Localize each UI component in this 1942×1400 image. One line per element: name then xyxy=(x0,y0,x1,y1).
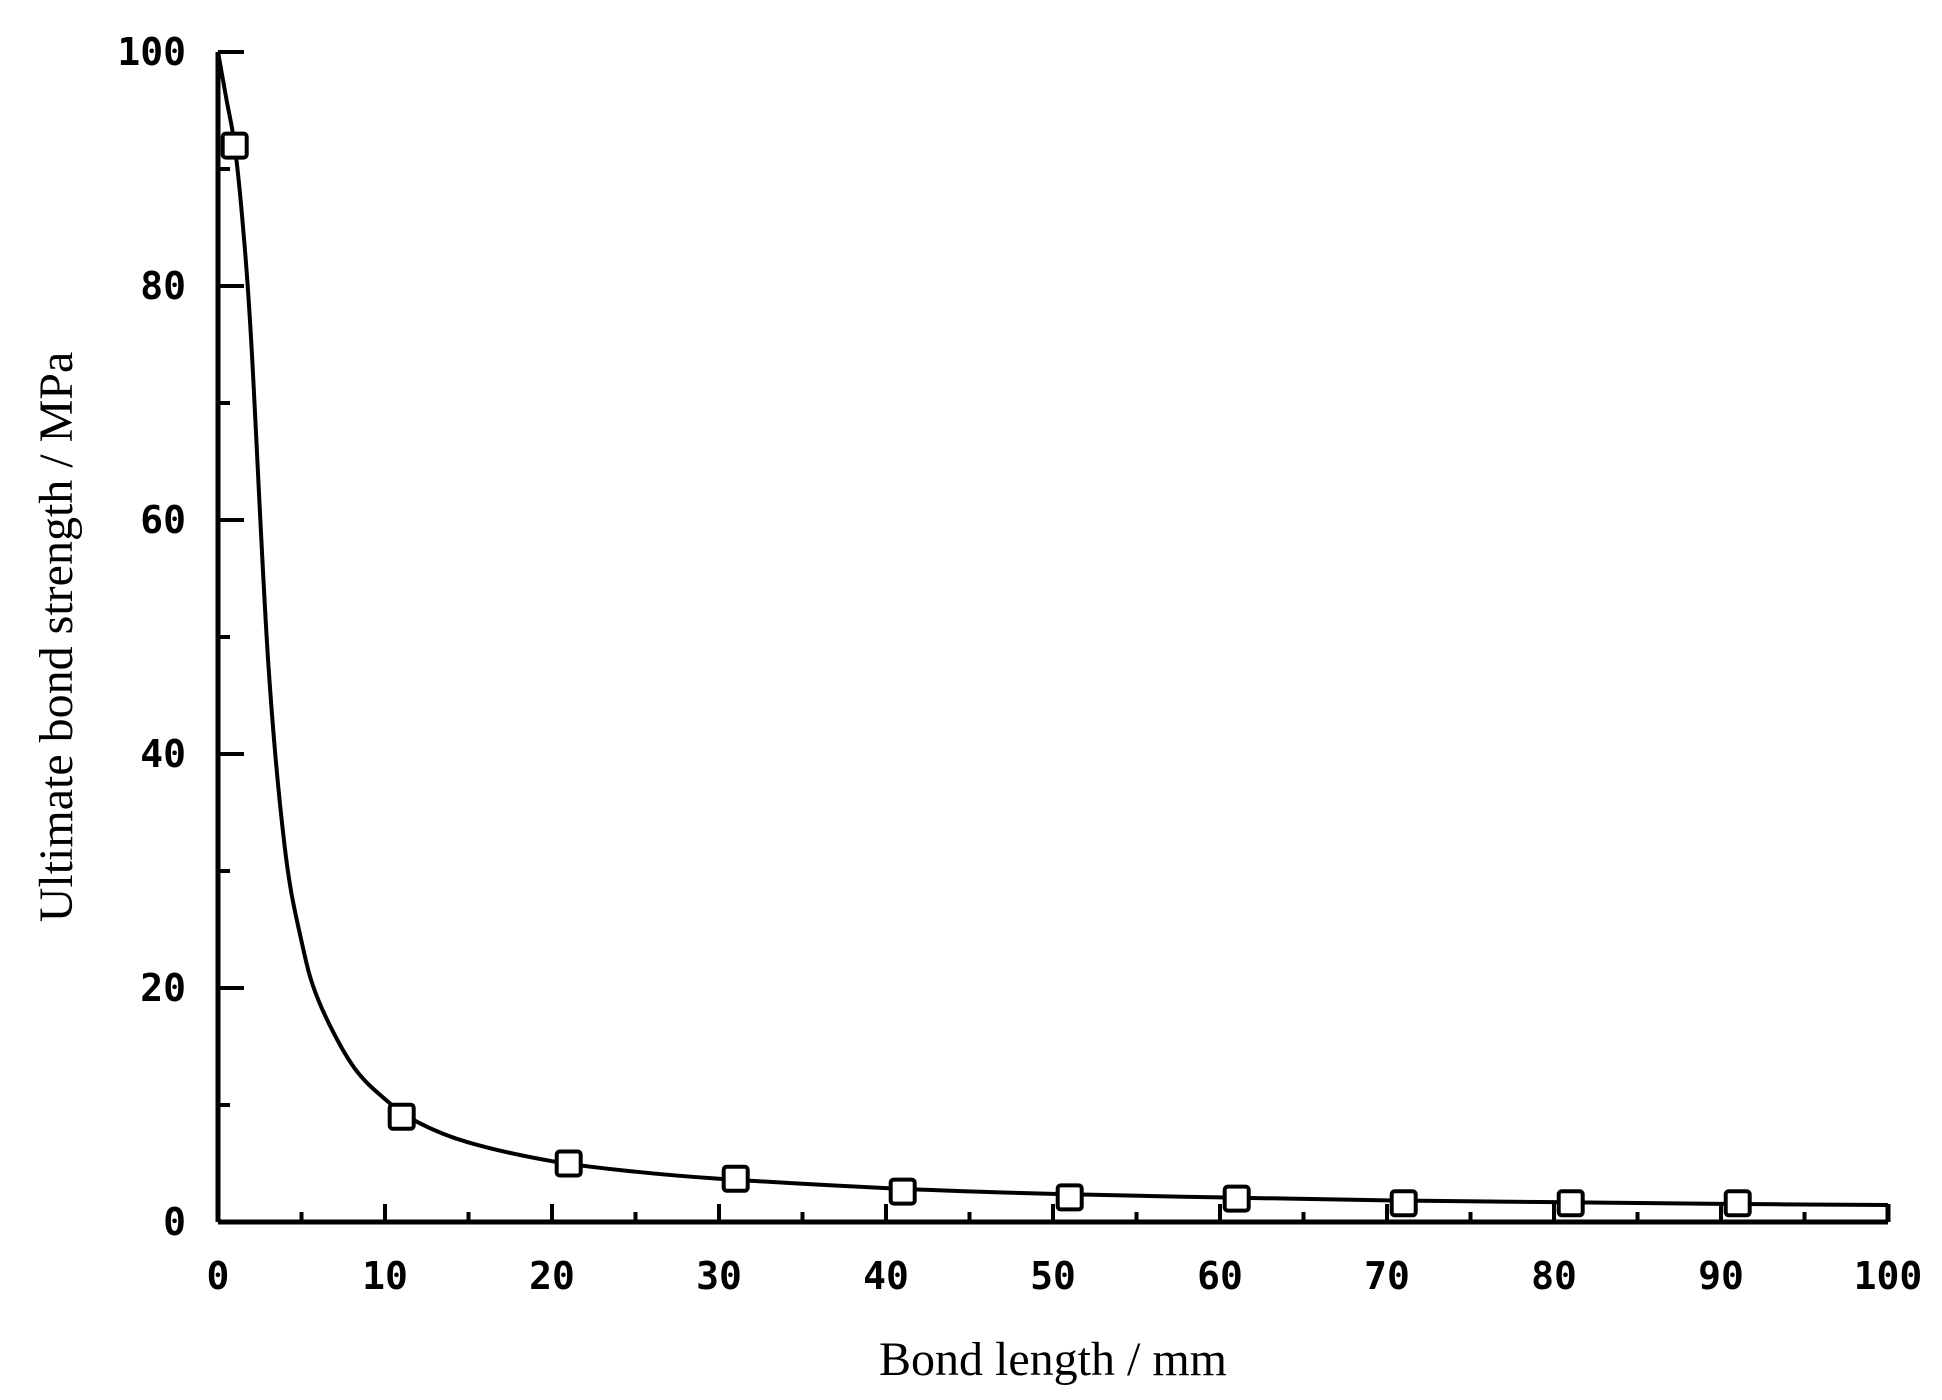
x-tick-label: 90 xyxy=(1698,1254,1744,1298)
data-point-marker xyxy=(721,1164,750,1193)
y-axis-title: Ultimate bond strength / MPa xyxy=(30,352,83,923)
x-tick-label: 70 xyxy=(1364,1254,1410,1298)
x-tick-label: 50 xyxy=(1030,1254,1076,1298)
data-point-marker xyxy=(220,131,249,160)
x-tick-label: 100 xyxy=(1854,1254,1923,1298)
data-point-marker xyxy=(387,1102,416,1131)
x-tick-label: 60 xyxy=(1197,1254,1243,1298)
data-point-marker xyxy=(888,1177,917,1206)
x-tick-label: 40 xyxy=(863,1254,909,1298)
x-tick-label: 80 xyxy=(1531,1254,1577,1298)
x-tick-label: 10 xyxy=(362,1254,408,1298)
y-tick-label: 60 xyxy=(140,498,186,542)
data-point-marker xyxy=(554,1149,583,1178)
fit-curve xyxy=(216,51,1889,1208)
x-tick-label: 20 xyxy=(529,1254,575,1298)
y-tick-label: 0 xyxy=(163,1200,186,1244)
x-tick-label: 0 xyxy=(207,1254,230,1298)
x-ticks: 0 10 20 30 40 50 60 70 80 90 100 xyxy=(207,1204,1923,1298)
data-point-marker xyxy=(1055,1183,1084,1212)
data-point-marker xyxy=(1723,1189,1752,1218)
y-tick-label: 40 xyxy=(140,732,186,776)
data-point-marker xyxy=(1222,1184,1251,1213)
y-tick-label: 100 xyxy=(117,30,186,74)
x-axis-title: Bond length / mm xyxy=(879,1333,1227,1386)
y-ticks: 0 20 40 60 80 100 xyxy=(117,30,244,1244)
y-tick-label: 80 xyxy=(140,264,186,308)
axes xyxy=(215,52,1891,1225)
data-point-marker xyxy=(1389,1189,1418,1218)
y-tick-label: 20 xyxy=(140,966,186,1010)
x-tick-label: 30 xyxy=(696,1254,742,1298)
data-markers xyxy=(220,131,1752,1218)
data-point-marker xyxy=(1556,1189,1585,1218)
